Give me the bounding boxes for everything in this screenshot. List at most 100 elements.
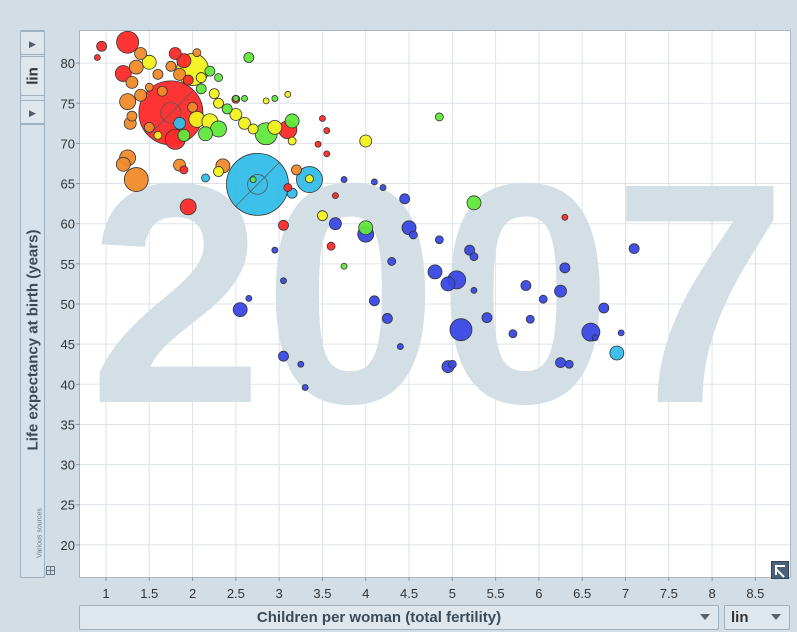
y-tick-label: 35: [61, 417, 75, 432]
country-bubble: [278, 219, 289, 231]
bubble-trail-line: [235, 162, 280, 207]
x-axis-label: Children per woman (total fertility): [256, 609, 502, 626]
country-bubble: [210, 120, 227, 138]
country-bubble: [340, 262, 348, 270]
country-bubble: [554, 284, 567, 298]
country-bubble: [564, 359, 574, 369]
country-bubble: [440, 276, 456, 292]
x-tick-label: 1.5: [140, 586, 158, 601]
expand-icon[interactable]: [771, 561, 789, 579]
country-bubble: [481, 312, 493, 324]
x-scale-label: lin: [731, 609, 749, 626]
country-bubble: [297, 360, 305, 368]
y-collapse-arrow-icon[interactable]: ▶: [20, 31, 45, 55]
y-tick-label: 20: [61, 538, 75, 553]
country-bubble: [427, 264, 443, 280]
country-bubble: [141, 54, 157, 70]
year-watermark: 2007: [89, 118, 788, 469]
country-bubble: [96, 40, 108, 52]
country-bubble: [598, 302, 610, 314]
bubble-trail-line: [148, 90, 194, 136]
country-bubble: [262, 97, 270, 105]
y-indicator-arrow-icon[interactable]: ▶: [20, 100, 45, 124]
country-bubble: [379, 184, 387, 191]
country-bubble: [214, 73, 223, 82]
country-bubble: [115, 156, 131, 172]
country-bubble: [173, 116, 186, 130]
x-indicator-selector[interactable]: Children per woman (total fertility): [79, 605, 719, 630]
country-bubble: [179, 198, 197, 216]
x-tick-label: 6: [535, 586, 542, 601]
y-tick-label: 30: [61, 458, 75, 473]
y-tick-label: 80: [61, 56, 75, 71]
x-scale-selector[interactable]: lin: [724, 605, 790, 630]
country-bubble: [301, 384, 309, 391]
country-bubble: [317, 210, 328, 222]
country-bubble: [198, 126, 213, 142]
x-scale-chevron-icon: [771, 614, 781, 620]
country-bubble: [359, 134, 373, 148]
country-bubble: [283, 183, 293, 192]
x-tick-label: 6.5: [573, 586, 591, 601]
country-bubble: [114, 65, 132, 82]
country-bubble: [559, 262, 571, 274]
country-bubble: [525, 314, 535, 324]
x-tick-label: 4.5: [400, 586, 418, 601]
bubble-inner-ring: [160, 102, 182, 124]
y-tick-label: 55: [61, 257, 75, 272]
x-tick-label: 2: [189, 586, 196, 601]
country-bubble: [280, 277, 287, 285]
country-bubble: [247, 123, 259, 135]
country-bubble: [332, 192, 339, 200]
x-tick-label: 8.5: [746, 586, 764, 601]
country-bubble: [469, 252, 479, 262]
country-bubble: [134, 47, 148, 60]
country-bubble: [340, 176, 348, 183]
country-bubble: [152, 68, 164, 80]
country-bubble: [434, 112, 444, 122]
country-bubble: [245, 294, 253, 302]
country-bubble: [628, 243, 640, 254]
country-bubble: [449, 318, 473, 342]
country-bubble: [173, 67, 186, 81]
country-bubble: [213, 166, 224, 177]
country-bubble: [396, 343, 404, 350]
country-bubble: [125, 75, 139, 89]
y-label-panel[interactable]: [20, 124, 45, 578]
x-tick-label: 5.5: [487, 586, 505, 601]
table-grid-icon[interactable]: [46, 566, 55, 575]
y-tick-label: 75: [61, 96, 75, 111]
country-bubble: [555, 357, 566, 369]
x-tick-label: 4: [362, 586, 369, 601]
country-bubble: [204, 65, 216, 77]
country-bubble: [323, 127, 331, 134]
country-bubble: [470, 286, 478, 294]
x-tick-label: 5: [449, 586, 456, 601]
country-bubble: [319, 115, 326, 122]
country-bubble: [201, 173, 210, 183]
country-bubble: [434, 235, 444, 245]
y-tick-label: 50: [61, 297, 75, 312]
y-tick-label: 65: [61, 177, 75, 192]
country-bubble: [192, 48, 202, 58]
bubble-inner-ring: [247, 174, 268, 195]
y-scale-selector[interactable]: lin: [20, 56, 45, 96]
country-bubble: [177, 128, 191, 142]
country-bubble: [116, 30, 140, 54]
y-tick-label: 25: [61, 498, 75, 513]
country-bubble: [168, 47, 182, 60]
country-bubble: [358, 220, 374, 236]
country-bubble: [134, 88, 148, 102]
country-bubble: [326, 241, 336, 251]
country-bubble: [119, 93, 137, 111]
country-bubble: [123, 167, 149, 192]
country-bubble: [93, 54, 101, 61]
country-bubble: [329, 217, 342, 231]
country-bubble: [241, 95, 248, 102]
country-bubble: [153, 130, 163, 140]
country-bubble: [267, 119, 283, 135]
country-bubble: [143, 121, 155, 133]
country-bubble: [221, 103, 233, 115]
country-bubble: [126, 110, 138, 122]
country-bubble: [323, 150, 331, 158]
